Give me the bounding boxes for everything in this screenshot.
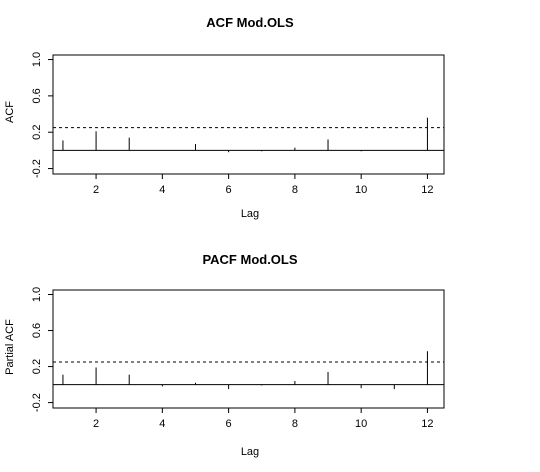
pacf-y-tick-label: 0.6 (31, 323, 43, 338)
acf-x-tick-label: 6 (226, 184, 232, 196)
pacf-x-tick-label: 8 (292, 418, 298, 430)
acf-y-tick-label: 1.0 (31, 52, 43, 67)
pacf-x-tick-label: 10 (355, 418, 367, 430)
acf-x-tick-label: 4 (159, 184, 165, 196)
pacf-title: PACF Mod.OLS (202, 252, 297, 267)
acf-title: ACF Mod.OLS (206, 15, 294, 30)
pacf-y-axis-label: Partial ACF (4, 319, 16, 375)
pacf-x-axis-label: Lag (241, 446, 259, 458)
acf-panel: ACF Mod.OLS Lag ACF 2 4 6 8 10 12 -0.2 0.2 0.6 1.… (4, 15, 445, 220)
acf-y-tick-label: 0.6 (31, 88, 43, 103)
acf-plot-frame (52, 54, 445, 175)
pacf-plot-frame (52, 289, 445, 409)
pacf-x-tick-label: 4 (159, 418, 165, 430)
acf-x-tick-label: 8 (292, 184, 298, 196)
pacf-panel: PACF Mod.OLS Lag Partial ACF 2 4 6 8 10 12 -0.… (4, 252, 445, 458)
acf-y-tick-label: -0.2 (31, 159, 43, 178)
pacf-y-tick-label: 1.0 (31, 287, 43, 302)
acf-x-tick-label: 12 (421, 184, 433, 196)
acf-y-tick-label: 0.2 (31, 125, 43, 140)
acf-x-tick-label: 10 (355, 184, 367, 196)
pacf-x-tick-label: 6 (226, 418, 232, 430)
pacf-marks: 2 4 6 8 10 12 -0.2 0.2 0.6 1.0 (31, 287, 444, 430)
pacf-y-tick-label: 0.2 (31, 359, 43, 374)
acf-marks: 2 4 6 8 10 12 -0.2 0.2 0.6 1.0 (31, 52, 444, 196)
pacf-x-tick-label: 12 (421, 418, 433, 430)
pacf-x-tick-label: 2 (93, 418, 99, 430)
acf-x-axis-label: Lag (241, 208, 259, 220)
acf-x-tick-label: 2 (93, 184, 99, 196)
acf-y-axis-label: ACF (4, 101, 16, 123)
pacf-y-tick-label: -0.2 (31, 393, 43, 412)
